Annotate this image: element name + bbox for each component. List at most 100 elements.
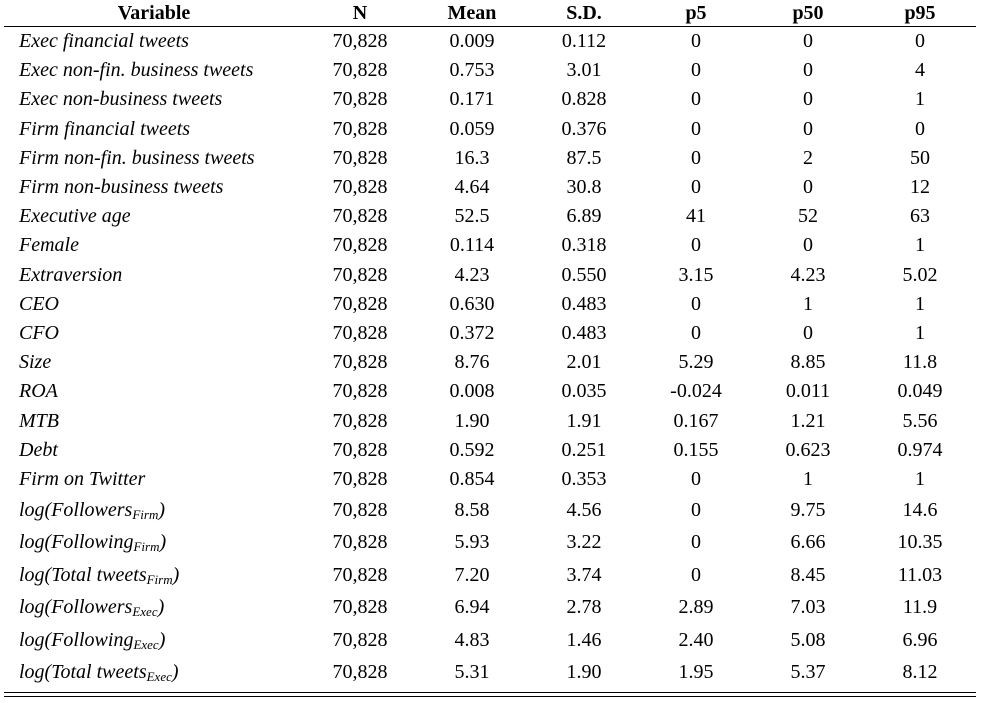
n-cell: 70,828 [332, 292, 388, 315]
p50-cell: 9.75 [790, 498, 826, 521]
header-variable: Variable [117, 2, 191, 24]
variable-name-cell: Exec non-business tweets [19, 88, 223, 111]
n-cell: 70,828 [332, 30, 388, 53]
sd-cell: 1.46 [566, 628, 602, 651]
variable-close-paren: ) [158, 628, 166, 651]
variable-name-cell: log(FollowingFirm) [4, 526, 304, 559]
mean-cell: 7.20 [454, 563, 490, 586]
table-row: Firm on Twitter 70,828 0.854 0.353 0 1 1 [4, 464, 976, 493]
table-row: CEO 70,828 0.630 0.483 0 1 1 [4, 289, 976, 318]
p5-cell: 2.40 [678, 628, 714, 651]
p50-cell: 5.08 [790, 628, 826, 651]
mean-cell: 5.31 [454, 661, 490, 684]
mean-cell: 0.114 [449, 234, 495, 257]
table-row: Size 70,828 8.76 2.01 5.29 8.85 11.8 [4, 348, 976, 377]
variable-close-paren: ) [159, 531, 167, 554]
variable-name-cell: log(FollowingExec) [4, 624, 304, 657]
variable-name-cell: Exec financial tweets [19, 30, 189, 53]
sd-cell: 2.01 [566, 351, 602, 374]
p95-cell: 1 [915, 234, 925, 257]
variable-name-cell: Size [19, 351, 52, 374]
variable-name-cell: log(Total tweetsFirm) [4, 559, 304, 592]
variable-name-cell: Firm on Twitter [19, 467, 146, 490]
variable-name-cell: ROA [19, 380, 58, 403]
n-cell: 70,828 [332, 176, 388, 199]
table-row: log(FollowersExec) 70,828 6.94 2.78 2.89 7.03… [4, 591, 976, 624]
mean-cell: 4.64 [454, 176, 490, 199]
n-cell: 70,828 [332, 59, 388, 82]
mean-cell: 0.171 [449, 88, 495, 111]
table-row: log(FollowersFirm) 70,828 8.58 4.56 0 9.75 14.… [4, 494, 976, 527]
sd-cell: 0.376 [561, 117, 607, 140]
table-row: log(FollowingExec) 70,828 4.83 1.46 2.40 5.08… [4, 624, 976, 657]
variable-name-cell: Exec non-fin. business tweets [19, 59, 254, 82]
variable-name-cell: MTB [19, 409, 59, 432]
mean-cell: 52.5 [454, 205, 490, 228]
n-cell: 70,828 [332, 596, 388, 619]
n-cell: 70,828 [332, 380, 388, 403]
variable-name-cell: Female [19, 234, 79, 257]
p5-cell: 1.95 [678, 661, 714, 684]
table-row: Exec non-fin. business tweets 70,828 0.753… [4, 56, 976, 85]
p95-cell: 0 [915, 117, 925, 140]
p95-cell: 50 [910, 146, 930, 169]
variable-name-cell: Executive age [19, 205, 131, 228]
p5-cell: 5.29 [678, 351, 714, 374]
sd-cell: 1.90 [566, 661, 602, 684]
p50-cell: 5.37 [790, 661, 826, 684]
mean-cell: 6.94 [454, 596, 490, 619]
p95-cell: 1 [915, 321, 925, 344]
p50-cell: 1.21 [790, 409, 826, 432]
variable-subscript: Firm [146, 571, 173, 587]
n-cell: 70,828 [332, 438, 388, 461]
p50-cell: 0 [803, 321, 813, 344]
table-row: Exec non-business tweets 70,828 0.171 0.828… [4, 85, 976, 114]
p50-cell: 0 [803, 234, 813, 257]
table-row: Firm non-business tweets 70,828 4.64 30.8 0 0… [4, 172, 976, 201]
p5-cell: 0 [691, 498, 701, 521]
mean-cell: 4.23 [454, 263, 490, 286]
n-cell: 70,828 [332, 146, 388, 169]
n-cell: 70,828 [332, 263, 388, 286]
p5-cell: 0 [691, 563, 701, 586]
n-cell: 70,828 [332, 409, 388, 432]
n-cell: 70,828 [332, 234, 388, 257]
p95-cell: 11.9 [902, 596, 938, 619]
n-cell: 70,828 [332, 321, 388, 344]
p50-cell: 0.623 [785, 438, 831, 461]
table-body: Exec financial tweets 70,828 0.009 0.112 0 0 0… [4, 27, 976, 689]
mean-cell: 8.58 [454, 498, 490, 521]
mean-cell: 0.592 [449, 438, 495, 461]
variable-name-cell: CFO [19, 321, 59, 344]
p5-cell: 0 [691, 531, 701, 554]
sd-cell: 0.483 [561, 321, 607, 344]
summary-statistics-table: Variable N Mean S.D. p5 p50 p95 Exec fin… [4, 0, 976, 689]
sd-cell: 3.22 [566, 531, 602, 554]
variable-name-text: log(Total tweets [19, 661, 147, 684]
variable-name-cell: CEO [19, 292, 59, 315]
sd-cell: 87.5 [566, 146, 602, 169]
p5-cell: 0 [691, 146, 701, 169]
bottom-rule [4, 692, 976, 693]
variable-name-cell: Firm financial tweets [19, 117, 191, 140]
p95-cell: 0.049 [897, 380, 943, 403]
table-row: Executive age 70,828 52.5 6.89 41 52 63 [4, 202, 976, 231]
variable-name-cell: log(Total tweetsExec) [4, 656, 304, 689]
n-cell: 70,828 [332, 563, 388, 586]
mean-cell: 0.854 [449, 467, 495, 490]
p50-cell: 1 [803, 467, 813, 490]
variable-subscript: Exec [133, 636, 159, 652]
n-cell: 70,828 [332, 351, 388, 374]
variable-close-paren: ) [158, 498, 166, 521]
variable-name-cell: log(FollowersFirm) [4, 494, 304, 527]
n-cell: 70,828 [332, 117, 388, 140]
p95-cell: 5.02 [902, 263, 938, 286]
p5-cell: -0.024 [670, 380, 722, 403]
table-row: log(FollowingFirm) 70,828 5.93 3.22 0 6.66 10.… [4, 526, 976, 559]
p50-cell: 0 [803, 176, 813, 199]
mean-cell: 0.630 [449, 292, 495, 315]
mean-cell: 0.753 [449, 59, 495, 82]
p50-cell: 8.45 [790, 563, 826, 586]
p50-cell: 0 [803, 117, 813, 140]
p5-cell: 0 [691, 467, 701, 490]
